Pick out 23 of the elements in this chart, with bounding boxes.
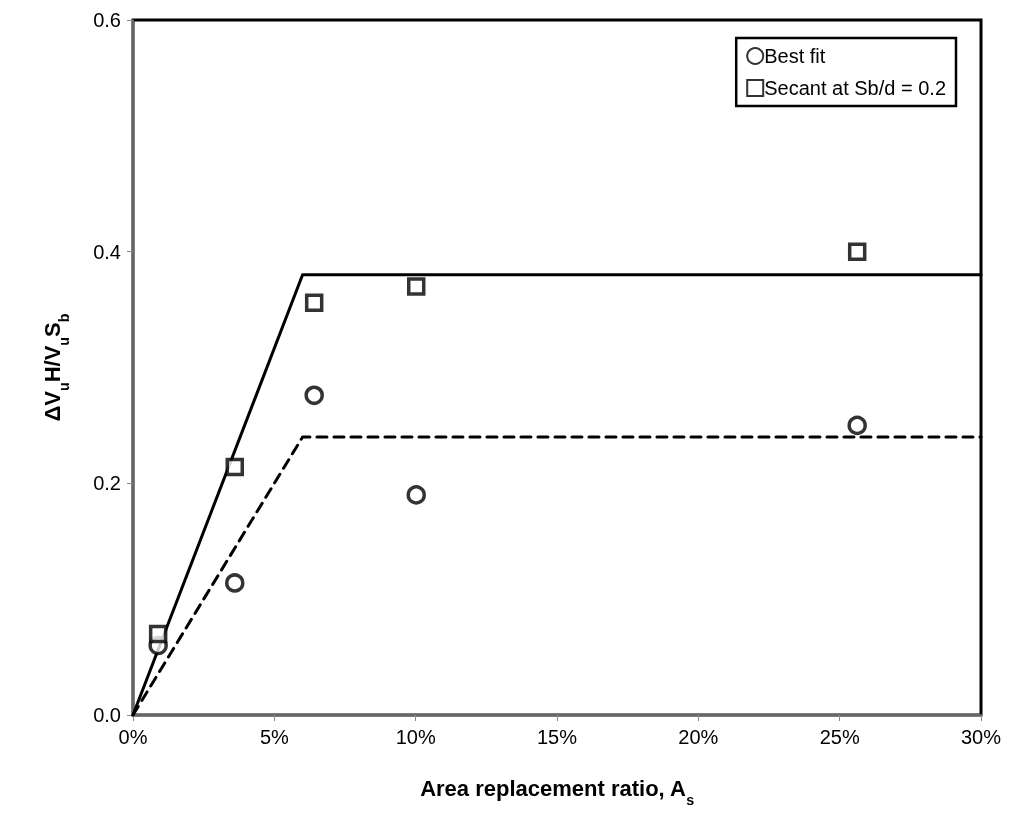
x-tick-label: 5%	[259, 726, 289, 748]
point	[847, 415, 867, 436]
y-tick-label: 0.4	[93, 240, 121, 263]
legend-label: Secant at Sb/d = 0.2	[764, 77, 946, 99]
point	[847, 242, 867, 261]
y-axis-title: ΔVuH/VuSb	[39, 313, 72, 422]
y-tick-label: 0.2	[93, 472, 121, 495]
x-tick-label: 20%	[678, 726, 719, 748]
point	[225, 573, 245, 593]
point	[304, 293, 324, 312]
x-tick-label: 0%	[118, 726, 148, 748]
y-tick-label: 0.6	[93, 9, 121, 31]
point	[406, 277, 426, 296]
y-tick-label: 0.0	[93, 704, 121, 726]
point	[406, 485, 426, 505]
x-tick-label: 10%	[395, 726, 436, 748]
x-tick-label: 25%	[819, 726, 860, 748]
point	[304, 385, 324, 406]
legend-label: Best fit	[764, 45, 826, 67]
point	[225, 457, 245, 477]
point	[148, 624, 168, 644]
x-tick-label: 30%	[960, 726, 1002, 748]
x-tick-label: 15%	[536, 726, 578, 748]
